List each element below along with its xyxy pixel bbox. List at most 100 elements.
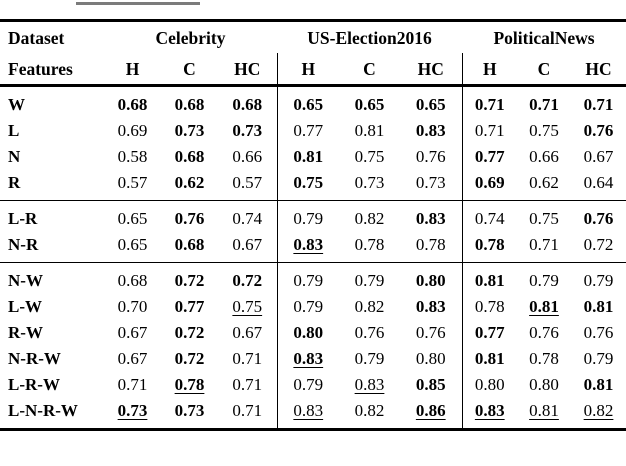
table-row: L 0.69 0.73 0.73 0.77 0.81 0.83 0.71 0.75 0.76 — [0, 117, 626, 144]
value-cell: 0.72 — [583, 235, 614, 254]
table-body: W 0.68 0.68 0.68 0.65 0.65 0.65 0.71 0.71 0.71 L 0.… — [0, 85, 626, 430]
column-header-h: H — [104, 53, 161, 87]
value-cell: 0.70 — [117, 297, 148, 316]
value-cell: 0.79 — [276, 293, 339, 320]
column-header-hc: HC — [218, 53, 277, 87]
value-cell: 0.79 — [276, 200, 339, 232]
value-cell: 0.86 — [415, 401, 446, 420]
value-cell: 0.65 — [276, 85, 339, 118]
value-cell: 0.71 — [232, 349, 263, 368]
value-cell: 0.72 — [174, 349, 205, 368]
feature-label: N-R — [8, 235, 39, 254]
column-header-c: C — [517, 53, 571, 87]
value-cell: 0.81 — [529, 401, 559, 420]
value-cell: 0.78 — [529, 349, 559, 368]
value-cell: 0.71 — [461, 85, 517, 118]
table-row: N-R 0.65 0.68 0.67 0.83 0.78 0.78 0.78 0.71 0.72 — [0, 231, 626, 263]
value-cell: 0.83 — [276, 231, 339, 263]
feature-label: L-R-W — [8, 375, 60, 394]
value-cell: 0.75 — [517, 200, 571, 232]
value-cell: 0.85 — [415, 375, 446, 394]
value-cell: 0.68 — [104, 262, 161, 294]
group-header-us-election2016: US-Election2016 — [307, 27, 432, 48]
column-header-h: H — [461, 53, 517, 87]
group-header-celebrity: Celebrity — [155, 27, 226, 48]
value-cell: 0.77 — [276, 117, 339, 144]
value-cell: 0.73 — [415, 173, 446, 192]
value-cell: 0.65 — [117, 235, 148, 254]
value-cell: 0.72 — [218, 262, 277, 294]
value-cell: 0.78 — [461, 293, 517, 320]
value-cell: 0.81 — [529, 297, 559, 316]
value-cell: 0.83 — [400, 200, 462, 232]
feature-label: R-W — [8, 323, 43, 342]
value-cell: 0.76 — [415, 147, 446, 166]
column-header-c: C — [161, 53, 218, 87]
table-row: N 0.58 0.68 0.66 0.81 0.75 0.76 0.77 0.66 0.67 — [0, 143, 626, 170]
value-cell: 0.79 — [354, 349, 385, 368]
table-row: W 0.68 0.68 0.68 0.65 0.65 0.65 0.71 0.71 0.71 — [0, 85, 626, 118]
column-header-hc: HC — [400, 53, 462, 87]
value-cell: 0.80 — [400, 262, 462, 294]
value-cell: 0.64 — [583, 173, 614, 192]
value-cell: 0.68 — [174, 147, 205, 166]
value-cell: 0.76 — [161, 200, 218, 232]
column-header-hc: HC — [571, 53, 626, 87]
table-row: R-W 0.67 0.72 0.67 0.80 0.76 0.76 0.77 0.76 0.76 — [0, 319, 626, 346]
value-cell: 0.57 — [117, 173, 148, 192]
value-cell: 0.76 — [415, 323, 446, 342]
value-cell: 0.77 — [461, 319, 517, 346]
value-cell: 0.81 — [461, 262, 517, 294]
feature-label: L-N-R-W — [8, 401, 78, 420]
feature-label: W — [8, 95, 25, 114]
value-cell: 0.83 — [354, 375, 385, 394]
feature-label: N-W — [0, 262, 104, 294]
value-cell: 0.67 — [232, 323, 263, 342]
table-row: N-W 0.68 0.72 0.72 0.79 0.79 0.80 0.81 0.79 0.79 — [0, 262, 626, 294]
value-cell: 0.76 — [529, 323, 559, 342]
value-cell: 0.65 — [354, 95, 385, 114]
value-cell: 0.73 — [174, 121, 205, 140]
value-cell: 0.82 — [354, 297, 385, 316]
column-header-c: C — [339, 53, 400, 87]
value-cell: 0.71 — [461, 117, 517, 144]
table-row: N-R-W 0.67 0.72 0.71 0.83 0.79 0.80 0.81 0.78 0.7… — [0, 345, 626, 372]
value-cell: 0.67 — [117, 323, 148, 342]
value-cell: 0.66 — [232, 147, 263, 166]
results-table: Dataset Celebrity US-Election2016 Politi… — [0, 19, 626, 431]
value-cell: 0.83 — [276, 397, 339, 430]
value-cell: 0.81 — [583, 297, 614, 316]
value-cell: 0.81 — [583, 375, 614, 394]
value-cell: 0.80 — [529, 375, 559, 394]
value-cell: 0.62 — [174, 173, 205, 192]
features-header: Features — [0, 53, 104, 87]
value-cell: 0.71 — [117, 375, 148, 394]
value-cell: 0.71 — [529, 235, 559, 254]
value-cell: 0.79 — [339, 262, 400, 294]
value-cell: 0.82 — [354, 401, 385, 420]
value-cell: 0.69 — [117, 121, 148, 140]
value-cell: 0.65 — [104, 200, 161, 232]
value-cell: 0.78 — [415, 235, 446, 254]
feature-label: R — [8, 173, 21, 192]
value-cell: 0.75 — [354, 147, 385, 166]
feature-label: L-W — [8, 297, 42, 316]
value-cell: 0.68 — [174, 95, 205, 114]
value-cell: 0.65 — [415, 95, 446, 114]
feature-label: L — [8, 121, 20, 140]
column-header-h: H — [276, 53, 339, 87]
value-cell: 0.71 — [529, 95, 559, 114]
value-cell: 0.67 — [583, 147, 614, 166]
value-cell: 0.73 — [354, 173, 385, 192]
value-cell: 0.74 — [461, 200, 517, 232]
value-cell: 0.68 — [174, 235, 205, 254]
value-cell: 0.82 — [339, 200, 400, 232]
value-cell: 0.83 — [415, 121, 446, 140]
table-row: R 0.57 0.62 0.57 0.75 0.73 0.73 0.69 0.62 0.64 — [0, 169, 626, 201]
value-cell: 0.58 — [117, 147, 148, 166]
value-cell: 0.80 — [276, 319, 339, 346]
value-cell: 0.80 — [415, 349, 446, 368]
value-cell: 0.66 — [529, 147, 559, 166]
value-cell: 0.57 — [232, 173, 263, 192]
dataset-header: Dataset — [8, 27, 65, 48]
